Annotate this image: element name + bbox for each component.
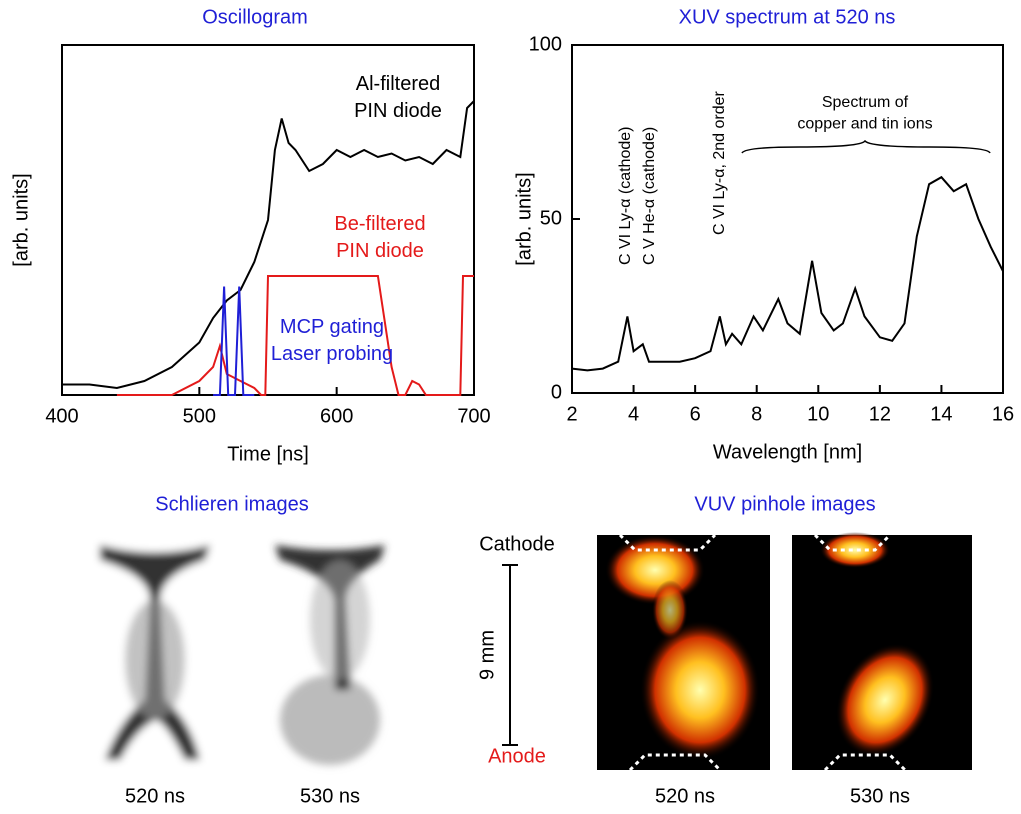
x-tick-label: 14 <box>930 403 952 425</box>
chart-title: Oscillogram <box>202 6 308 28</box>
x-tick-label: 500 <box>183 405 216 427</box>
series-label: Al-filtered PIN diode <box>354 73 442 122</box>
chart-title: XUV spectrum at 520 ns <box>679 6 896 28</box>
image-label: 520 ns <box>125 785 185 807</box>
vuv-image <box>597 533 770 772</box>
annotation: C VI Ly-α (cathode) <box>617 127 634 265</box>
x-axis-label: Time [ns] <box>227 443 309 465</box>
y-axis-label: [arb. units] <box>10 173 32 266</box>
schlieren-image <box>95 535 215 765</box>
x-tick-label: 10 <box>807 403 829 425</box>
y-tick-label: 0 <box>551 381 562 403</box>
plot-frame <box>61 44 475 396</box>
x-tick-label: 12 <box>869 403 891 425</box>
image-label: 530 ns <box>300 785 360 807</box>
data-line <box>571 175 1004 372</box>
x-tick-label: 400 <box>45 405 78 427</box>
x-tick-label: 600 <box>320 405 353 427</box>
plot-frame <box>571 44 1004 394</box>
annotation: C V He-α (cathode) <box>641 127 658 265</box>
x-axis-label: Wavelength [nm] <box>713 441 862 463</box>
scale-bar <box>502 564 518 746</box>
x-tick-label: 6 <box>690 403 701 425</box>
series-label: Be-filtered PIN diode <box>334 213 425 262</box>
image-label: 520 ns <box>655 785 715 807</box>
x-tick-label: 2 <box>566 403 577 425</box>
data-line <box>213 286 255 396</box>
vuv-image <box>792 532 972 772</box>
x-tick-label: 4 <box>628 403 639 425</box>
y-tick-label: 50 <box>540 207 562 229</box>
x-tick-label: 8 <box>751 403 762 425</box>
scale-label: 9 mm <box>476 630 498 680</box>
x-tick-label: 16 <box>992 403 1014 425</box>
annotation: C VI Ly-α, 2nd order <box>711 91 728 236</box>
y-tick-label: 100 <box>529 33 562 55</box>
data-line <box>62 100 475 390</box>
series-label: MCP gating Laser probing <box>271 316 393 365</box>
electrode-label: Anode <box>488 745 546 767</box>
schlieren-image <box>275 545 385 765</box>
electrode-label: Cathode <box>479 533 555 555</box>
data-line <box>116 275 474 396</box>
panel-title: Schlieren images <box>155 493 308 515</box>
x-tick-label: 700 <box>457 405 490 427</box>
y-axis-label: [arb. units] <box>513 172 535 265</box>
panel-title: VUV pinhole images <box>694 493 875 515</box>
annotation: Spectrum of copper and tin ions <box>797 94 932 133</box>
annotation-brace <box>741 139 991 154</box>
image-label: 530 ns <box>850 785 910 807</box>
